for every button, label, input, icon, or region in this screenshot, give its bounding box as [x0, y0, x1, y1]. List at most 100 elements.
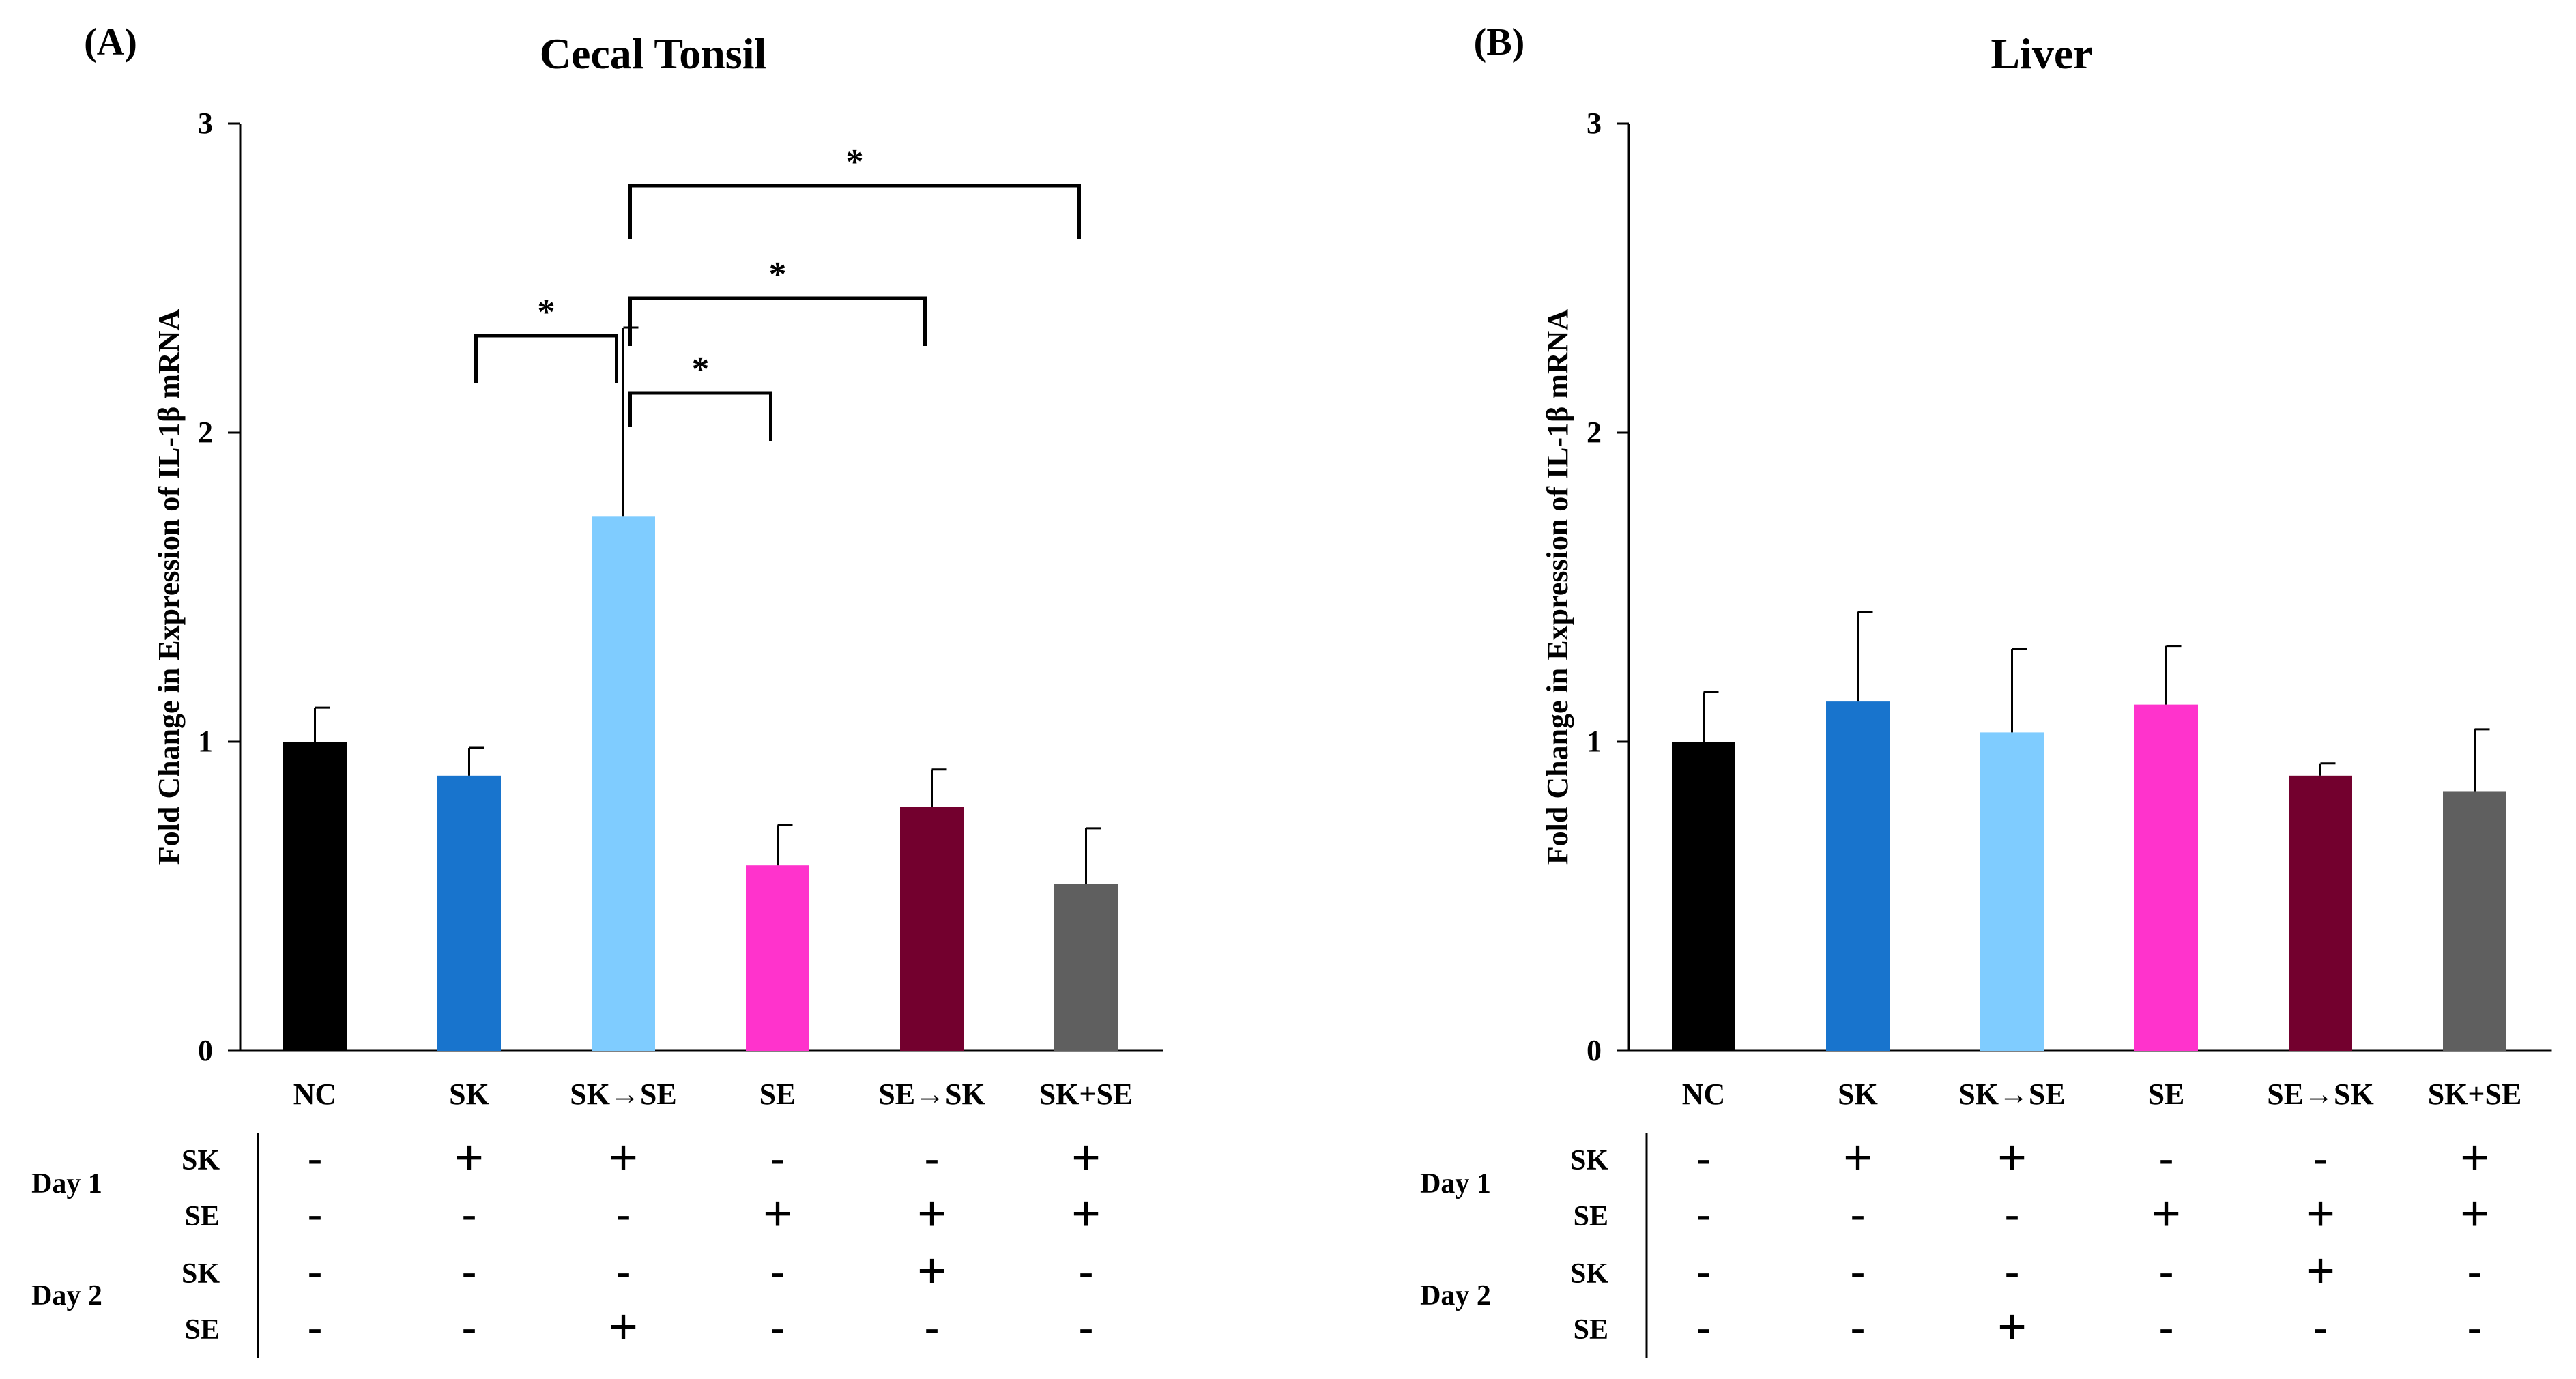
treatment-mark: - [2468, 1303, 2482, 1351]
treatment-mark: - [1696, 1189, 1711, 1238]
significance-bracket [628, 296, 927, 346]
treatment-mark: - [770, 1303, 785, 1351]
treatment-mark: - [616, 1247, 631, 1295]
treatment-mark: + [454, 1129, 484, 1187]
y-tick-label: 2 [1587, 416, 1602, 449]
treatment-mark: - [1696, 1133, 1711, 1182]
significance-star: * [692, 350, 710, 389]
treatment-mark: + [609, 1129, 638, 1187]
day-label: Day 2 [31, 1280, 102, 1311]
treatment-mark: + [763, 1185, 792, 1243]
x-tick-label: NC [1682, 1077, 1726, 1111]
chart-title: Cecal Tonsil [540, 29, 767, 78]
bar [437, 775, 501, 1051]
treatment-agent-label: SK [182, 1258, 220, 1290]
treatment-mark: - [1851, 1303, 1865, 1351]
x-tick-label: SE→SK [878, 1077, 985, 1111]
treatment-mark: - [2005, 1247, 2019, 1295]
bar [2289, 775, 2352, 1051]
treatment-mark: - [2468, 1247, 2482, 1295]
treatment-mark: - [1696, 1303, 1711, 1351]
treatment-mark: - [308, 1133, 322, 1182]
significance-bracket [474, 334, 618, 383]
treatment-mark: + [2306, 1243, 2335, 1300]
treatment-mark: - [925, 1303, 939, 1351]
treatment-mark: - [462, 1189, 476, 1238]
bar [900, 807, 964, 1051]
x-tick-label: SK→SE [1958, 1077, 2066, 1111]
treatment-agent-label: SK [1570, 1145, 1608, 1176]
y-tick-label: 3 [198, 106, 213, 140]
treatment-mark: - [2159, 1247, 2173, 1295]
day-label: Day 2 [1420, 1280, 1491, 1311]
treatment-mark: - [308, 1247, 322, 1295]
day-label: Day 1 [31, 1168, 102, 1200]
treatment-mark: - [616, 1189, 631, 1238]
y-tick-label: 1 [198, 725, 213, 758]
treatment-agent-label: SK [1570, 1258, 1608, 1290]
panel-label: (A) [84, 21, 137, 63]
x-tick-label: SE [759, 1077, 796, 1111]
treatment-mark: - [2159, 1303, 2173, 1351]
treatment-mark: + [1997, 1129, 2027, 1187]
treatment-mark: - [925, 1133, 939, 1182]
y-tick-label: 1 [1587, 725, 1602, 758]
x-tick-label: SK+SE [1039, 1077, 1133, 1111]
y-tick-label: 3 [1587, 106, 1602, 140]
treatment-mark: - [770, 1133, 785, 1182]
treatment-agent-label: SE [1574, 1314, 1608, 1346]
treatment-agent-label: SK [182, 1145, 220, 1176]
chart-panel-1: (B) Liver Fold Change in Expression of IL-… [1420, 21, 2552, 1358]
x-tick-label: SE→SK [2267, 1077, 2374, 1111]
x-tick-label: SK [449, 1077, 489, 1111]
treatment-agent-label: SE [185, 1201, 220, 1232]
treatment-mark: + [917, 1185, 946, 1243]
treatment-mark: - [770, 1247, 785, 1295]
treatment-mark: - [2159, 1133, 2173, 1182]
bar [592, 516, 655, 1051]
treatment-mark: + [2460, 1185, 2489, 1243]
treatment-mark: - [2313, 1303, 2328, 1351]
y-axis-label: Fold Change in Expression of IL-1β mRNA [152, 309, 186, 865]
treatment-mark: - [462, 1247, 476, 1295]
y-tick-label: 0 [1587, 1034, 1602, 1067]
x-tick-label: NC [293, 1077, 337, 1111]
x-tick-label: SK+SE [2428, 1077, 2522, 1111]
x-tick-label: SK→SE [570, 1077, 677, 1111]
bar [1826, 701, 1890, 1051]
treatment-mark: + [2460, 1129, 2489, 1187]
treatment-mark: + [2306, 1185, 2335, 1243]
treatment-mark: - [2005, 1189, 2019, 1238]
treatment-mark: + [917, 1243, 946, 1300]
treatment-agent-label: SE [185, 1314, 220, 1346]
treatment-mark: + [1071, 1129, 1101, 1187]
chart-panel-0: (A) Cecal Tonsil Fold Change in Expression… [31, 21, 1163, 1358]
treatment-mark: - [308, 1189, 322, 1238]
chart-title: Liver [1991, 29, 2092, 78]
significance-bracket [628, 391, 772, 441]
bar [1054, 884, 1118, 1051]
treatment-mark: - [462, 1303, 476, 1351]
treatment-mark: - [308, 1303, 322, 1351]
significance-bracket [628, 184, 1081, 239]
treatment-mark: + [1071, 1185, 1101, 1243]
significance-star: * [769, 255, 787, 294]
day-label: Day 1 [1420, 1168, 1491, 1200]
bar [1672, 742, 1735, 1051]
significance-star: * [538, 293, 555, 332]
bar [1980, 732, 2044, 1051]
bar [746, 865, 809, 1051]
bar [283, 742, 347, 1051]
treatment-mark: + [609, 1298, 638, 1356]
treatment-mark: + [1843, 1129, 1872, 1187]
treatment-mark: - [1851, 1189, 1865, 1238]
treatment-mark: - [1851, 1247, 1865, 1295]
y-tick-label: 2 [198, 416, 213, 449]
treatment-mark: + [2152, 1185, 2181, 1243]
bar [2443, 791, 2506, 1051]
x-tick-label: SK [1838, 1077, 1878, 1111]
y-axis-label: Fold Change in Expression of IL-1β mRNA [1541, 309, 1574, 865]
y-tick-label: 0 [198, 1034, 213, 1067]
bar [2134, 704, 2198, 1051]
